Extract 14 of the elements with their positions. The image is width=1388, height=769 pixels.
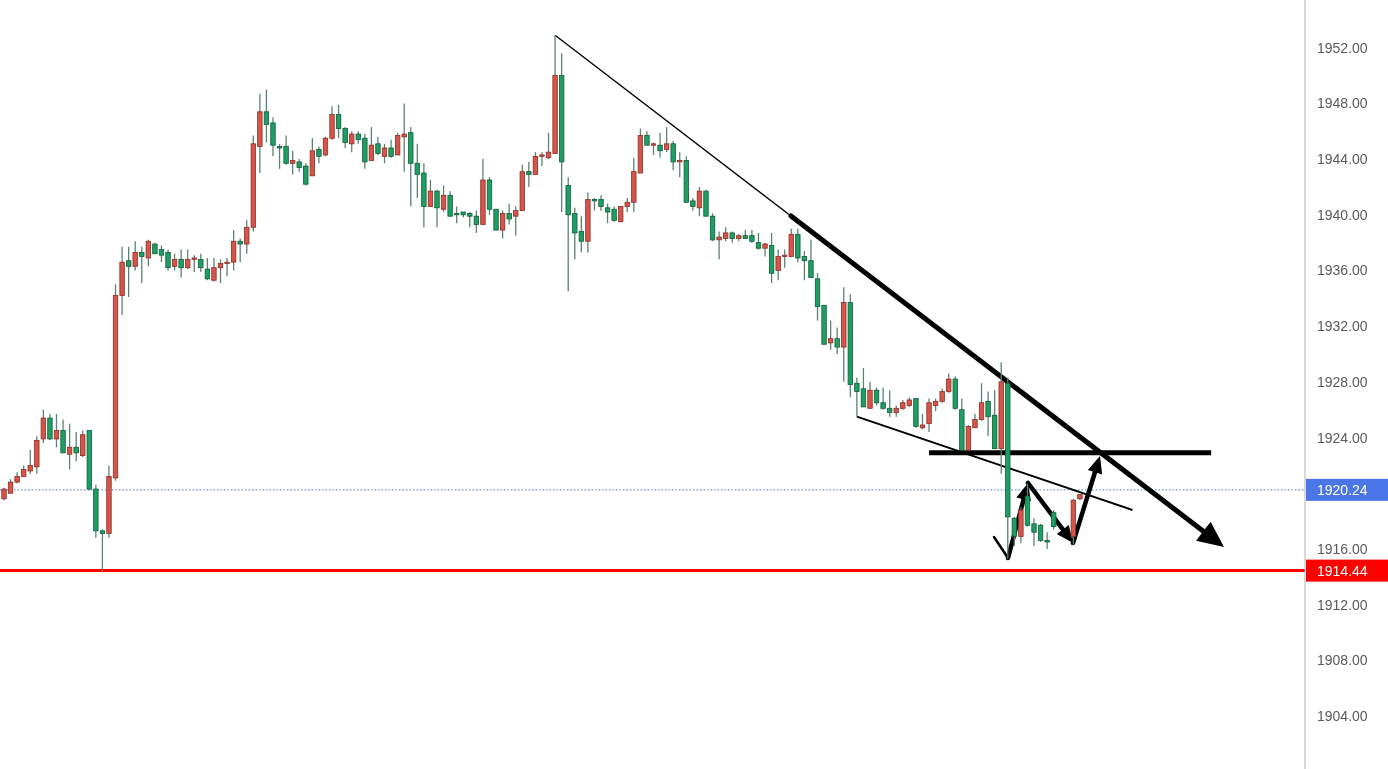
y-tick-label: 1932.00 (1317, 318, 1368, 335)
y-tick-label: 1940.00 (1317, 206, 1368, 223)
y-tick-label: 1928.00 (1317, 373, 1368, 390)
y-tick-label: 1904.00 (1317, 707, 1368, 724)
y-tick-label: 1936.00 (1317, 262, 1368, 279)
y-tick-label: 1908.00 (1317, 652, 1368, 669)
y-tick-label: 1912.00 (1317, 596, 1368, 613)
y-tick-label: 1948.00 (1317, 95, 1368, 112)
y-tick-label: 1924.00 (1317, 429, 1368, 446)
y-tick-label: 1944.00 (1317, 151, 1368, 168)
y-tick-label: 1952.00 (1317, 39, 1368, 56)
y-tick-label: 1916.00 (1317, 540, 1368, 557)
ref-line-label: 1914.44 (1317, 562, 1368, 579)
ref-line-label: 1920.24 (1317, 481, 1368, 498)
